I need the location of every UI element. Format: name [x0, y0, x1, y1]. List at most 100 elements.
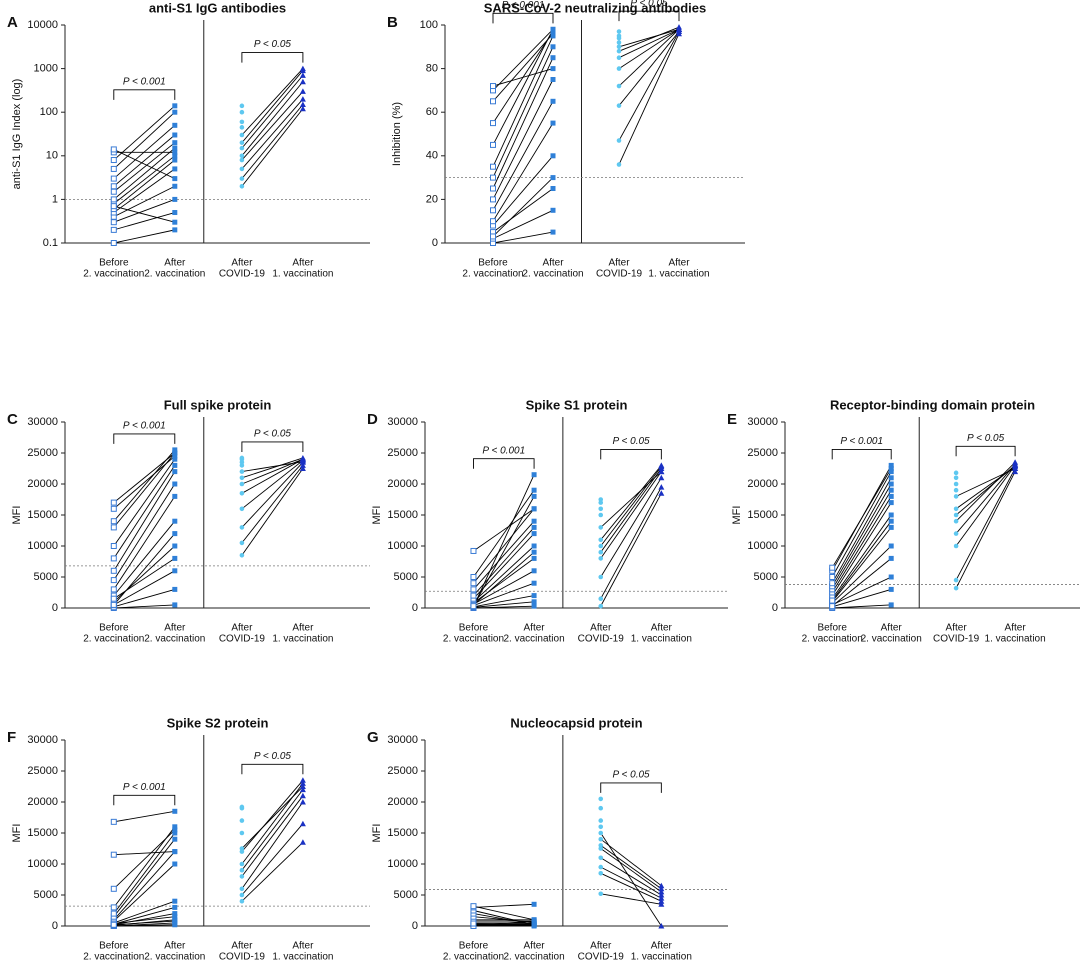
- point: [172, 176, 178, 182]
- pair-line: [113, 185, 176, 218]
- point: [531, 599, 537, 605]
- pair-line: [473, 520, 535, 590]
- point: [239, 455, 245, 461]
- x-tick-label: Before: [478, 258, 508, 269]
- x-tick-label: COVID-19: [596, 269, 643, 280]
- point: [531, 555, 537, 561]
- point: [888, 481, 894, 487]
- point: [239, 153, 245, 159]
- point: [110, 543, 117, 549]
- pair-line: [492, 68, 554, 87]
- pair-line: [113, 452, 176, 503]
- point: [239, 874, 245, 879]
- y-tick-label: 5000: [394, 889, 418, 901]
- point: [172, 808, 178, 814]
- x-tick-label: 2. vaccination: [144, 269, 205, 280]
- p-value: P < 0.05: [967, 433, 1005, 444]
- point: [598, 556, 604, 561]
- point: [172, 586, 178, 592]
- point: [953, 518, 959, 524]
- point: [299, 88, 306, 94]
- y-tick-label: 15000: [387, 827, 418, 839]
- point: [598, 836, 604, 842]
- point: [888, 518, 894, 524]
- y-tick-label: 0.1: [43, 237, 58, 249]
- point: [299, 786, 306, 793]
- y-tick-label: 20000: [387, 478, 418, 490]
- point: [490, 218, 496, 225]
- point: [953, 506, 959, 512]
- pair-line: [241, 780, 304, 852]
- x-tick-label: After: [590, 623, 612, 634]
- point: [299, 465, 306, 471]
- pair-line: [113, 111, 176, 170]
- point: [598, 596, 604, 601]
- point: [550, 207, 556, 213]
- point: [658, 468, 665, 475]
- point: [299, 72, 306, 78]
- pair-line: [113, 496, 176, 590]
- point: [490, 207, 496, 214]
- pair-line: [113, 913, 175, 926]
- point: [172, 861, 178, 867]
- point: [172, 898, 178, 904]
- pair-line: [113, 465, 176, 559]
- point: [953, 494, 959, 499]
- x-tick-label: 2. vaccination: [83, 269, 144, 280]
- y-tick-label: 5000: [754, 571, 778, 583]
- x-tick-label: 2. vaccination: [83, 952, 144, 961]
- pair-line: [492, 155, 554, 226]
- pair-line: [241, 75, 304, 149]
- pair-line: [113, 916, 175, 924]
- pair-line: [831, 514, 892, 599]
- point: [658, 462, 665, 468]
- pair-line: [955, 468, 1016, 497]
- x-tick-label: 1. vaccination: [631, 952, 692, 961]
- point: [110, 188, 117, 195]
- x-tick-label: Before: [459, 623, 489, 634]
- point: [953, 531, 959, 536]
- point: [239, 886, 245, 892]
- point: [829, 574, 836, 580]
- x-tick-label: After: [651, 941, 673, 952]
- pair-line: [473, 508, 535, 584]
- point: [172, 568, 178, 574]
- panel-letter: A: [7, 14, 18, 31]
- pair-line: [473, 920, 535, 926]
- point: [888, 574, 894, 580]
- point: [470, 603, 477, 610]
- point: [299, 799, 306, 805]
- point: [239, 818, 245, 823]
- pair-line: [600, 466, 662, 547]
- point: [598, 574, 604, 580]
- point: [299, 792, 306, 799]
- pair-line: [600, 866, 662, 899]
- point: [239, 119, 245, 125]
- point: [172, 140, 178, 146]
- pair-line: [473, 527, 535, 596]
- point: [299, 78, 306, 85]
- point: [953, 543, 959, 549]
- point: [550, 66, 556, 72]
- x-tick-label: 1. vaccination: [648, 269, 709, 280]
- point: [616, 48, 622, 54]
- pair-line: [473, 903, 535, 908]
- point: [616, 29, 622, 34]
- panel-letter: E: [727, 411, 737, 428]
- y-tick-label: 30000: [387, 416, 418, 428]
- point: [531, 487, 537, 493]
- pair-line: [113, 906, 175, 925]
- x-tick-label: 1. vaccination: [272, 952, 333, 961]
- y-tick-label: 30000: [27, 734, 58, 746]
- bracket: [241, 52, 304, 63]
- point: [550, 98, 556, 104]
- y-tick-label: 5000: [34, 889, 58, 901]
- point: [110, 851, 117, 858]
- point: [616, 44, 622, 50]
- bracket: [113, 794, 176, 806]
- pair-line: [241, 786, 304, 849]
- point: [470, 586, 477, 593]
- point: [470, 903, 477, 910]
- pair-line: [241, 108, 304, 187]
- pair-line: [492, 177, 554, 237]
